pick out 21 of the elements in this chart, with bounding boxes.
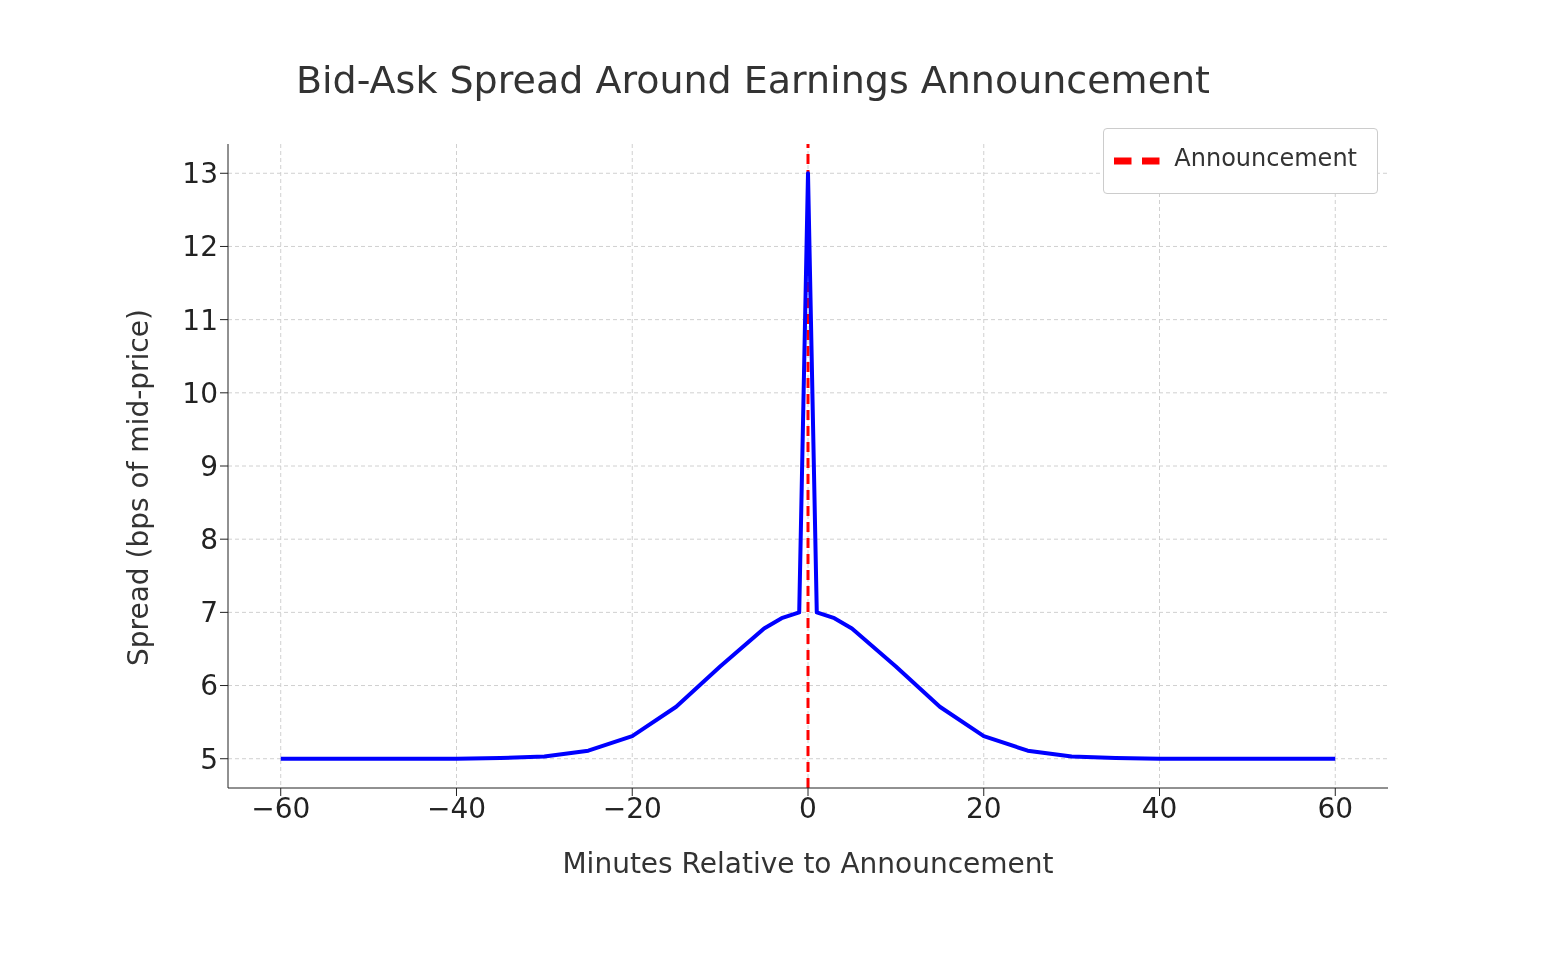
- y-tick-label: 12: [182, 230, 218, 264]
- x-tick-label: −60: [251, 791, 311, 825]
- x-tick-label: 40: [1141, 791, 1178, 825]
- y-tick-label: 7: [200, 596, 218, 630]
- x-axis-title: Minutes Relative to Announcement: [562, 847, 1054, 880]
- y-tick-label: 8: [200, 523, 218, 557]
- y-tick-label: 5: [200, 742, 218, 776]
- y-tick-label: 6: [200, 669, 218, 703]
- x-tick-label: 20: [965, 791, 1002, 825]
- x-tick-label: 60: [1317, 791, 1354, 825]
- y-axis-title: Spread (bps of mid-price): [121, 309, 155, 666]
- legend-label: Announcement: [1174, 143, 1357, 172]
- chart-title: Bid-Ask Spread Around Earnings Announcement: [295, 58, 1211, 102]
- y-tick-label: 9: [200, 449, 218, 483]
- line-series: [278, 171, 1338, 761]
- x-tick-label: −20: [602, 791, 662, 825]
- y-tick-label: 13: [182, 157, 218, 191]
- x-tick-label: 0: [799, 791, 817, 825]
- y-tick-label: 10: [182, 376, 218, 410]
- y-tick-label: 11: [182, 303, 218, 337]
- x-tick-label: −40: [426, 791, 487, 825]
